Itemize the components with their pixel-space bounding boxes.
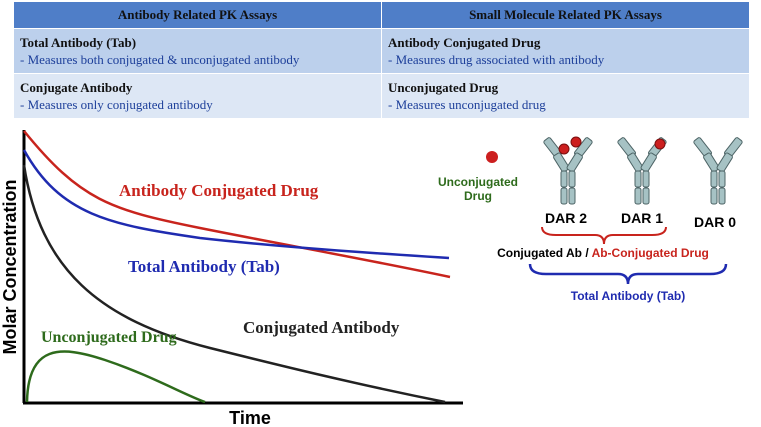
cell-title: Total Antibody (Tab)	[20, 35, 137, 50]
total-antibody-brace	[528, 263, 728, 285]
slash-text: /	[582, 246, 592, 260]
dar1-label: DAR 1	[621, 210, 663, 226]
y-axis-label: Molar Concentration	[0, 179, 20, 354]
conj-ab-text: Conjugated Ab	[497, 246, 582, 260]
acd-curve-label: Antibody Conjugated Drug	[119, 181, 319, 200]
header-antibody-assays: Antibody Related PK Assays	[14, 2, 382, 29]
cell-conjugate-antibody: Conjugate Antibody - Measures only conju…	[14, 73, 382, 118]
total-antibody-label: Total Antibody (Tab)	[571, 289, 685, 303]
dar0-label: DAR 0	[694, 214, 736, 230]
cell-desc: - Measures both conjugated & unconjugate…	[20, 52, 300, 67]
cell-title: Conjugate Antibody	[20, 80, 133, 95]
antibody-dar1-icon	[616, 136, 668, 205]
cell-title: Unconjugated Drug	[388, 80, 499, 95]
conj-curve-label: Conjugated Antibody	[243, 318, 400, 337]
unconj-curve-label: Unconjugated Drug	[41, 329, 177, 346]
unconjugated-drug-curve	[25, 350, 206, 404]
cell-unconjugated-drug: Unconjugated Drug - Measures unconjugate…	[381, 73, 749, 118]
cell-total-antibody: Total Antibody (Tab) - Measures both con…	[14, 28, 382, 74]
x-axis-label: Time	[229, 408, 271, 427]
pk-assay-table: Antibody Related PK Assays Small Molecul…	[14, 2, 749, 118]
cell-desc: - Measures unconjugated drug	[388, 97, 546, 112]
free-drug-icon	[486, 151, 498, 163]
conjugated-antibody-curve	[22, 164, 446, 404]
antibody-dar0-icon	[692, 136, 744, 205]
antibody-conjugated-drug-curve	[23, 130, 451, 279]
ab-conj-drug-text: Ab-Conjugated Drug	[592, 246, 709, 260]
total-antibody-curve	[22, 149, 450, 260]
cell-title: Antibody Conjugated Drug	[388, 35, 541, 50]
unconjugated-label-line1: Unconjugated	[438, 175, 518, 189]
conjugated-label: Conjugated Ab / Ab-Conjugated Drug	[497, 246, 709, 260]
dar2-label: DAR 2	[545, 210, 587, 226]
cell-desc: - Measures only conjugated antibody	[20, 97, 213, 112]
header-small-molecule-assays: Small Molecule Related PK Assays	[381, 2, 749, 29]
tab-curve-label: Total Antibody (Tab)	[128, 257, 280, 276]
cell-antibody-conjugated-drug: Antibody Conjugated Drug - Measures drug…	[381, 28, 749, 74]
cell-desc: - Measures drug associated with antibody	[388, 52, 605, 67]
conjugated-brace	[541, 226, 667, 245]
unconjugated-label-line2: Drug	[464, 189, 492, 203]
antibody-dar2-icon	[542, 136, 594, 205]
pk-diagram: Molar Concentration Time Antibody Conjug…	[0, 130, 744, 427]
